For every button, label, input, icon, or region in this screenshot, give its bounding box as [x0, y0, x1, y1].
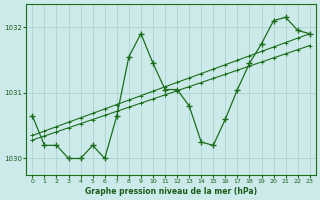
X-axis label: Graphe pression niveau de la mer (hPa): Graphe pression niveau de la mer (hPa)	[85, 187, 257, 196]
